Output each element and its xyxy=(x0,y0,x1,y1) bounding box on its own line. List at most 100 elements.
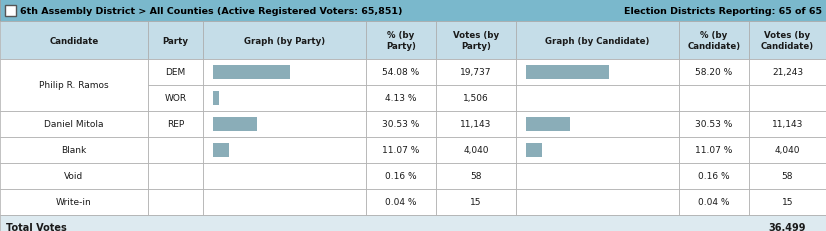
Text: Votes (by
Party): Votes (by Party) xyxy=(453,31,499,51)
Text: 0.16 %: 0.16 % xyxy=(385,172,417,181)
Text: 6th Assembly District > All Counties (Active Registered Voters: 65,851): 6th Assembly District > All Counties (Ac… xyxy=(20,6,402,15)
Bar xyxy=(366,22,436,60)
Text: 21,243: 21,243 xyxy=(772,68,803,77)
Text: 11,143: 11,143 xyxy=(460,120,491,129)
Bar xyxy=(749,163,826,189)
Text: 4,040: 4,040 xyxy=(463,146,489,155)
Bar xyxy=(366,112,436,137)
Bar xyxy=(516,86,679,112)
Bar xyxy=(0,22,148,60)
Text: 36,499: 36,499 xyxy=(769,222,806,231)
Text: 15: 15 xyxy=(781,198,793,207)
Bar xyxy=(0,163,148,189)
Bar xyxy=(679,22,749,60)
Text: Write-in: Write-in xyxy=(56,198,92,207)
Text: Daniel Mitola: Daniel Mitola xyxy=(45,120,104,129)
Bar xyxy=(366,137,436,163)
Bar xyxy=(366,60,436,86)
Bar xyxy=(0,60,148,112)
Bar xyxy=(679,189,749,215)
Bar xyxy=(0,215,826,231)
Bar xyxy=(516,112,679,137)
Text: 0.16 %: 0.16 % xyxy=(698,172,730,181)
Bar xyxy=(436,86,516,112)
Text: 0.04 %: 0.04 % xyxy=(698,198,729,207)
Bar xyxy=(436,189,516,215)
Bar xyxy=(679,60,749,86)
Bar xyxy=(148,60,203,86)
Bar xyxy=(203,22,366,60)
Text: Graph (by Candidate): Graph (by Candidate) xyxy=(545,36,650,45)
Text: 11,143: 11,143 xyxy=(771,120,803,129)
Text: 30.53 %: 30.53 % xyxy=(695,120,733,129)
Bar xyxy=(516,163,679,189)
Text: 11.07 %: 11.07 % xyxy=(695,146,733,155)
Text: Candidate: Candidate xyxy=(50,36,98,45)
Bar xyxy=(203,163,366,189)
Bar xyxy=(203,189,366,215)
Text: REP: REP xyxy=(167,120,184,129)
Bar xyxy=(679,112,749,137)
Text: Total Votes: Total Votes xyxy=(6,222,67,231)
Text: 58.20 %: 58.20 % xyxy=(695,68,733,77)
Text: 4,040: 4,040 xyxy=(775,146,800,155)
Bar xyxy=(148,22,203,60)
Bar xyxy=(148,189,203,215)
Bar xyxy=(526,117,570,132)
Bar xyxy=(436,22,516,60)
Bar xyxy=(749,22,826,60)
Bar xyxy=(679,137,749,163)
Text: 54.08 %: 54.08 % xyxy=(382,68,420,77)
Bar xyxy=(213,66,291,80)
Bar xyxy=(749,86,826,112)
Text: DEM: DEM xyxy=(165,68,186,77)
Bar xyxy=(516,189,679,215)
Bar xyxy=(148,86,203,112)
Text: Philip R. Ramos: Philip R. Ramos xyxy=(39,81,109,90)
Bar xyxy=(203,112,366,137)
Text: 19,737: 19,737 xyxy=(460,68,491,77)
Bar xyxy=(148,163,203,189)
Text: 4.13 %: 4.13 % xyxy=(385,94,417,103)
Bar xyxy=(436,60,516,86)
Bar xyxy=(436,112,516,137)
Bar xyxy=(679,163,749,189)
Bar xyxy=(749,137,826,163)
Bar xyxy=(148,112,203,137)
Text: 1,506: 1,506 xyxy=(463,94,489,103)
Bar xyxy=(366,189,436,215)
Text: WOR: WOR xyxy=(164,94,187,103)
Text: 11.07 %: 11.07 % xyxy=(382,146,420,155)
Text: Graph (by Party): Graph (by Party) xyxy=(244,36,325,45)
Text: 0.04 %: 0.04 % xyxy=(385,198,417,207)
Bar xyxy=(749,60,826,86)
Text: % (by
Party): % (by Party) xyxy=(386,31,416,51)
Text: 58: 58 xyxy=(781,172,793,181)
Bar xyxy=(0,0,826,22)
Bar xyxy=(526,66,610,80)
Bar xyxy=(516,22,679,60)
Bar xyxy=(213,143,229,158)
Bar xyxy=(213,117,257,132)
Text: 58: 58 xyxy=(470,172,482,181)
Text: Election Districts Reporting: 65 of 65: Election Districts Reporting: 65 of 65 xyxy=(624,6,822,15)
Bar xyxy=(749,112,826,137)
Bar xyxy=(516,137,679,163)
Text: Blank: Blank xyxy=(61,146,87,155)
Bar xyxy=(749,189,826,215)
Bar xyxy=(203,86,366,112)
Bar xyxy=(203,137,366,163)
Bar xyxy=(436,163,516,189)
Text: 15: 15 xyxy=(470,198,482,207)
Bar xyxy=(0,137,148,163)
Bar xyxy=(0,112,148,137)
Bar xyxy=(0,189,148,215)
Bar xyxy=(366,163,436,189)
Text: Votes (by
Candidate): Votes (by Candidate) xyxy=(761,31,814,51)
Bar xyxy=(203,60,366,86)
Bar xyxy=(366,86,436,112)
Bar xyxy=(516,60,679,86)
Bar xyxy=(213,91,219,106)
Bar xyxy=(5,6,16,16)
Bar xyxy=(436,137,516,163)
